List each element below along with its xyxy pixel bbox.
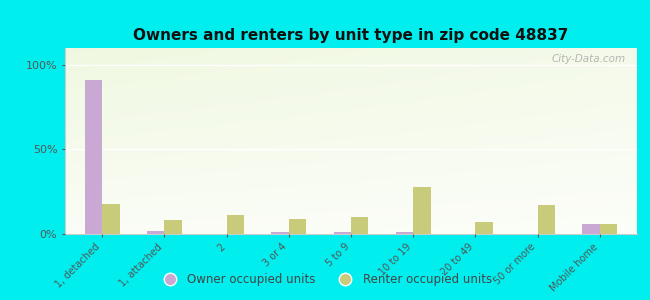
Bar [538,205,555,234]
Bar [396,232,413,234]
Bar [413,187,430,234]
Bar [85,80,102,234]
Bar [289,219,306,234]
Bar [582,224,600,234]
Legend: Owner occupied units, Renter occupied units: Owner occupied units, Renter occupied un… [153,269,497,291]
Text: City-Data.com: City-Data.com [551,54,625,64]
Bar [227,215,244,234]
Bar [351,217,369,234]
Bar [147,231,164,234]
Bar [272,232,289,234]
Bar [475,222,493,234]
Title: Owners and renters by unit type in zip code 48837: Owners and renters by unit type in zip c… [133,28,569,43]
Bar [102,204,120,234]
Bar [333,232,351,234]
Bar [600,224,617,234]
Bar [164,220,182,234]
